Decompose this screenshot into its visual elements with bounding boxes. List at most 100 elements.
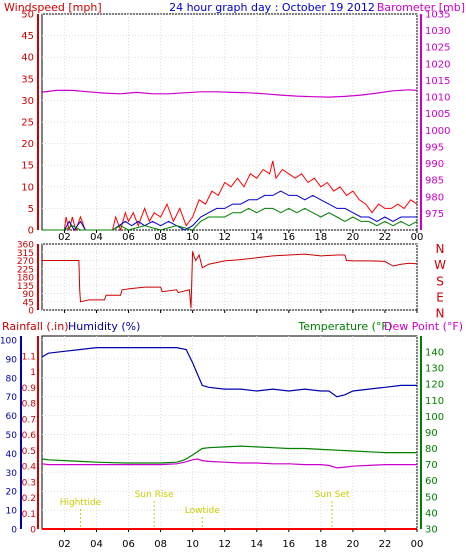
barometer-tick-label: 1005 bbox=[425, 109, 450, 120]
windspeed-tick-label: 45 bbox=[21, 31, 34, 42]
temp-panel-series bbox=[41, 347, 417, 530]
windspeed-tick-label: 20 bbox=[21, 139, 34, 150]
time-tick-label: 20 bbox=[347, 232, 360, 243]
barometer-tick-label: 985 bbox=[425, 176, 444, 187]
time-tick-label: 08 bbox=[154, 539, 167, 550]
rain-tick-label: 0.6 bbox=[22, 431, 37, 441]
direction-tick-label: 0 bbox=[28, 307, 34, 317]
wind-panel-grid bbox=[42, 13, 418, 231]
temperature-tick-label: 50 bbox=[425, 492, 438, 503]
windspeed-tick-label: 25 bbox=[21, 118, 34, 129]
time-tick-label: 16 bbox=[282, 232, 295, 243]
time-tick-label: 16 bbox=[282, 539, 295, 550]
wind-gust-series-line bbox=[42, 160, 418, 232]
humidity-tick-label: 20 bbox=[6, 488, 18, 498]
temperature-tick-label: 40 bbox=[425, 508, 438, 519]
direction-tick-label: 225 bbox=[17, 265, 34, 275]
temperature-tick-label: 130 bbox=[425, 364, 444, 375]
temperature-tick-label: 30 bbox=[425, 525, 438, 536]
time-tick-label: 00 bbox=[411, 539, 424, 550]
temperature-axis: 30 40 50 60 70 80 90 100 110 120 130 140 bbox=[420, 336, 444, 536]
barometer-axis: 975 980 985 990 995 1000 1005 1010 1015 1020 1025 1… bbox=[420, 10, 450, 230]
rain-tick-label: 0.3 bbox=[22, 478, 36, 488]
humidity-tick-label: 70 bbox=[6, 393, 18, 403]
time-tick-label: 06 bbox=[122, 539, 135, 550]
barometer-tick-label: 1010 bbox=[425, 93, 450, 104]
time-tick-label: 02 bbox=[58, 232, 71, 243]
time-tick-label: 22 bbox=[379, 232, 392, 243]
humidity-tick-label: 80 bbox=[6, 374, 18, 384]
wind-panel-series bbox=[41, 89, 418, 232]
temp-panel-time-axis: 02 04 06 08 10 12 14 16 18 20 22 00 bbox=[58, 529, 423, 550]
time-tick-label: 14 bbox=[250, 232, 263, 243]
rain-tick-label: 0.8 bbox=[22, 400, 37, 410]
temperature-series-line bbox=[41, 445, 417, 464]
barometer-tick-label: 980 bbox=[425, 192, 444, 203]
temperature-axis-title: Temperature (°F) bbox=[297, 320, 392, 333]
humidity-tick-label: 0 bbox=[11, 526, 17, 536]
humidity-series-line bbox=[41, 347, 417, 398]
rain-tick-label: 0.7 bbox=[22, 415, 36, 425]
time-tick-label: 22 bbox=[379, 539, 392, 550]
rain-tick-label: 0.1 bbox=[22, 510, 36, 520]
wind-low-series-line bbox=[42, 207, 418, 231]
time-tick-label: 12 bbox=[218, 539, 231, 550]
time-tick-label: 04 bbox=[90, 232, 103, 243]
barometer-tick-label: 1030 bbox=[425, 26, 450, 37]
windspeed-axis-title: Windspeed [mph] bbox=[4, 1, 102, 14]
rain-tick-label: 1 bbox=[30, 368, 36, 378]
barometer-tick-label: 1035 bbox=[425, 10, 450, 21]
time-tick-label: 20 bbox=[347, 539, 360, 550]
direction-tick-label: 180 bbox=[17, 274, 34, 284]
compass-letter: N bbox=[436, 242, 445, 256]
humidity-rain-axis: 0 10 20 30 40 50 60 70 80 90 100 0 0.1 0.2 0.3 0.4 0.5 0.… bbox=[0, 336, 39, 536]
rain-tick-label: 0 bbox=[30, 526, 36, 536]
humidity-tick-label: 10 bbox=[6, 507, 18, 517]
humidity-tick-label: 30 bbox=[6, 469, 18, 479]
event-marker-label: Lowtide bbox=[185, 506, 220, 516]
humidity-tick-label: 40 bbox=[6, 450, 18, 460]
time-tick-label: 06 bbox=[122, 232, 135, 243]
rain-tick-label: 0.4 bbox=[22, 463, 37, 473]
time-tick-label: 18 bbox=[314, 539, 327, 550]
windspeed-tick-label: 5 bbox=[28, 204, 34, 215]
temperature-tick-label: 70 bbox=[425, 460, 438, 471]
rain-tick-label: 0.9 bbox=[22, 384, 37, 394]
windspeed-tick-label: 35 bbox=[21, 74, 34, 85]
windspeed-tick-label: 10 bbox=[21, 182, 34, 193]
rainfall-axis-title: Rainfall (.in) bbox=[2, 320, 69, 333]
barometer-series-line bbox=[41, 89, 418, 98]
temperature-tick-label: 80 bbox=[425, 444, 438, 455]
barometer-tick-label: 1025 bbox=[425, 43, 450, 54]
event-marker-label: Sun Rise bbox=[135, 490, 174, 500]
humidity-tick-label: 60 bbox=[6, 412, 18, 422]
humidity-tick-label: 100 bbox=[0, 337, 17, 347]
time-tick-label: 14 bbox=[250, 539, 263, 550]
humidity-tick-label: 90 bbox=[6, 355, 18, 365]
dewpoint-axis-title: Dew Point (°F) bbox=[384, 320, 463, 333]
rain-tick-label: 0.2 bbox=[22, 494, 36, 504]
direction-tick-label: 90 bbox=[23, 290, 35, 300]
time-tick-label: 10 bbox=[186, 232, 199, 243]
barometer-tick-label: 995 bbox=[425, 142, 444, 153]
compass-letter: S bbox=[436, 274, 444, 288]
direction-tick-label: 135 bbox=[17, 282, 34, 292]
direction-tick-label: 360 bbox=[17, 241, 34, 251]
windspeed-tick-label: 30 bbox=[21, 96, 34, 107]
barometer-tick-label: 1020 bbox=[425, 59, 450, 70]
tide-sun-events: Highttide Sun Rise Lowtide Sun Set bbox=[60, 490, 350, 529]
time-tick-label: 02 bbox=[58, 539, 71, 550]
rain-tick-label: 0.5 bbox=[22, 447, 36, 457]
time-tick-label: 08 bbox=[154, 232, 167, 243]
compass-letter: W bbox=[434, 258, 446, 272]
compass-letter: E bbox=[436, 291, 444, 305]
temperature-tick-label: 140 bbox=[425, 348, 444, 359]
humidity-axis-title: Humidity (%) bbox=[68, 320, 140, 333]
time-tick-label: 18 bbox=[314, 232, 327, 243]
direction-panel-series bbox=[42, 251, 418, 309]
